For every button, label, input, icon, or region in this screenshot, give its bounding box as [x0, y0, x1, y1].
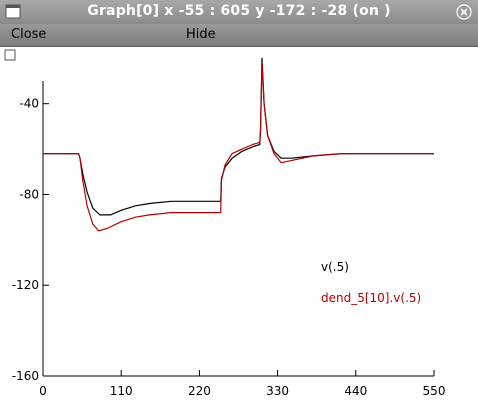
x-tick-group: 0 110 220 330 440 550 [39, 370, 445, 398]
x-tick-label: 220 [188, 384, 211, 398]
window-menu-icon[interactable] [5, 4, 21, 19]
line-chart[interactable]: 0 110 220 330 440 550 -40 -80 -120 -160 v(.5) de… [0, 47, 478, 409]
title-bar[interactable]: Graph[0] x -55 : 605 y -172 : -28 (on ) [0, 0, 478, 24]
x-tick-label: 440 [344, 384, 367, 398]
x-tick-label: 550 [423, 384, 446, 398]
close-icon[interactable] [456, 4, 472, 20]
legend-label-v: v(.5) [321, 260, 349, 274]
plot-area[interactable]: 0 110 220 330 440 550 -40 -80 -120 -160 v(.5) de… [0, 47, 478, 409]
y-tick-label: -120 [12, 278, 39, 292]
series-line-0 [43, 57, 434, 216]
plot-checkbox-icon[interactable] [4, 49, 16, 61]
legend-label-dend: dend_5[10].v(.5) [321, 291, 421, 305]
y-tick-label: -40 [19, 97, 39, 111]
x-tick-label: 330 [266, 384, 289, 398]
y-tick-label: -80 [19, 187, 39, 201]
x-tick-label: 0 [39, 384, 47, 398]
hide-menu-button[interactable]: Hide [186, 27, 216, 42]
series-group [43, 57, 434, 232]
close-menu-button[interactable]: Close [11, 27, 47, 42]
y-tick-label: -160 [12, 369, 39, 383]
series-line-1 [43, 62, 434, 232]
y-tick-group: -40 -80 -120 -160 [12, 97, 49, 383]
x-tick-label: 110 [110, 384, 133, 398]
window-title: Graph[0] x -55 : 605 y -172 : -28 (on ) [87, 3, 391, 19]
menu-bar: Close Hide [0, 24, 478, 47]
